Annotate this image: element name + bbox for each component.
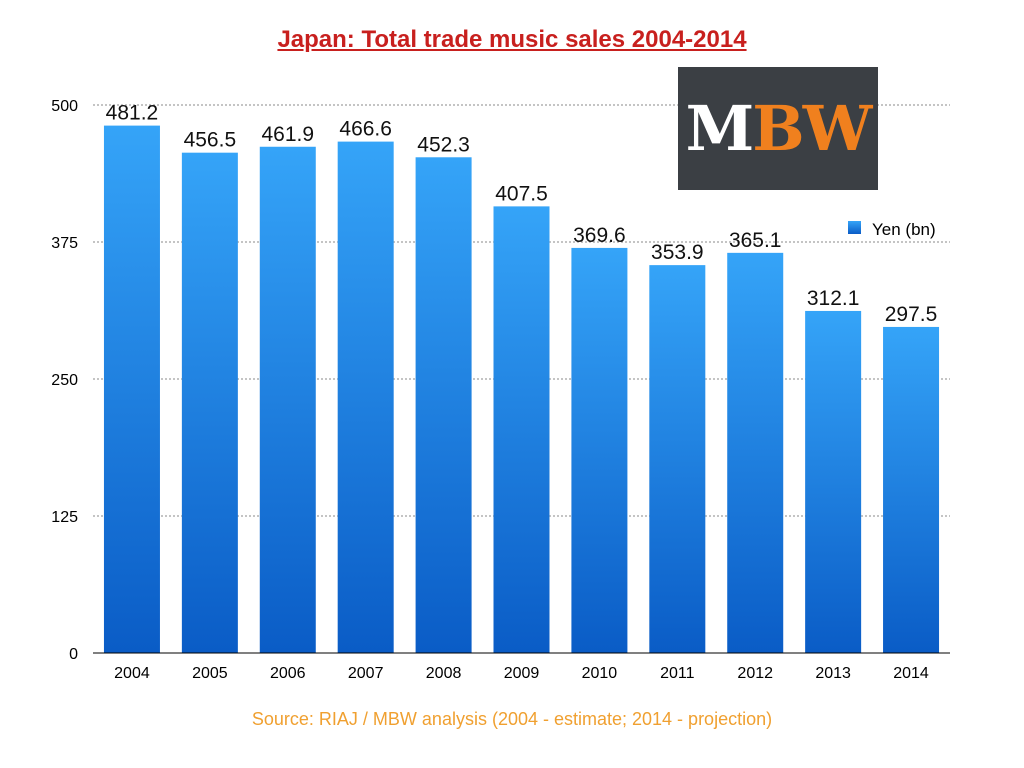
data-label: 297.5: [885, 303, 938, 326]
data-label: 456.5: [184, 129, 237, 152]
data-label: 312.1: [807, 287, 860, 310]
legend: Yen (bn): [848, 220, 936, 239]
source-note: Source: RIAJ / MBW analysis (2004 - esti…: [251, 709, 773, 729]
mbw-logo: MBW: [678, 67, 878, 190]
bar: [337, 141, 394, 654]
x-tick-label: 2005: [192, 665, 228, 682]
logo-text: MBW: [686, 97, 873, 160]
bar: [259, 146, 316, 653]
legend-swatch: [848, 221, 861, 234]
data-label: 481.2: [106, 102, 159, 125]
bar: [649, 265, 706, 653]
data-label: 466.6: [339, 118, 392, 141]
bar: [181, 152, 238, 653]
x-tick-label: 2008: [426, 665, 462, 682]
x-tick-label: 2009: [504, 665, 540, 682]
data-label: 452.3: [417, 133, 470, 156]
y-tick-label: 0: [69, 646, 78, 663]
data-label: 407.5: [495, 182, 548, 205]
bar: [103, 125, 160, 653]
x-tick-label: 2007: [348, 665, 384, 682]
logo-text-part2: BW: [752, 91, 872, 165]
bar: [571, 247, 628, 653]
data-label: 369.6: [573, 224, 626, 247]
y-tick-label: 500: [51, 98, 78, 115]
bar: [727, 252, 784, 653]
bar: [415, 157, 472, 653]
x-tick-label: 2014: [893, 665, 929, 682]
data-label: 365.1: [729, 229, 782, 252]
y-tick-label: 125: [51, 509, 78, 526]
bars: [103, 125, 940, 654]
y-tick-label: 250: [51, 372, 78, 389]
data-label: 461.9: [261, 123, 314, 146]
x-tick-label: 2013: [815, 665, 851, 682]
x-tick-label: 2006: [270, 665, 306, 682]
x-tick-label: 2012: [737, 665, 773, 682]
bar: [805, 310, 862, 653]
data-label: 353.9: [651, 241, 704, 264]
y-tick-label: 375: [51, 235, 78, 252]
bar: [883, 326, 940, 653]
data-labels: 481.2 456.5 461.9 466.6 452.3 407.5 369.6 353.9…: [106, 102, 938, 326]
x-tick-label: 2010: [582, 665, 618, 682]
bar: [493, 206, 550, 653]
logo-text-part1: M: [685, 91, 755, 165]
chart-title: Japan: Total trade music sales 2004-2014: [277, 26, 747, 53]
x-tick-label: 2004: [114, 665, 150, 682]
axes: 0 125 250 375 500 2004 2005 2006 2007 2008 2009 201…: [51, 98, 950, 682]
x-tick-label: 2011: [660, 665, 695, 682]
legend-label: Yen (bn): [872, 220, 936, 239]
